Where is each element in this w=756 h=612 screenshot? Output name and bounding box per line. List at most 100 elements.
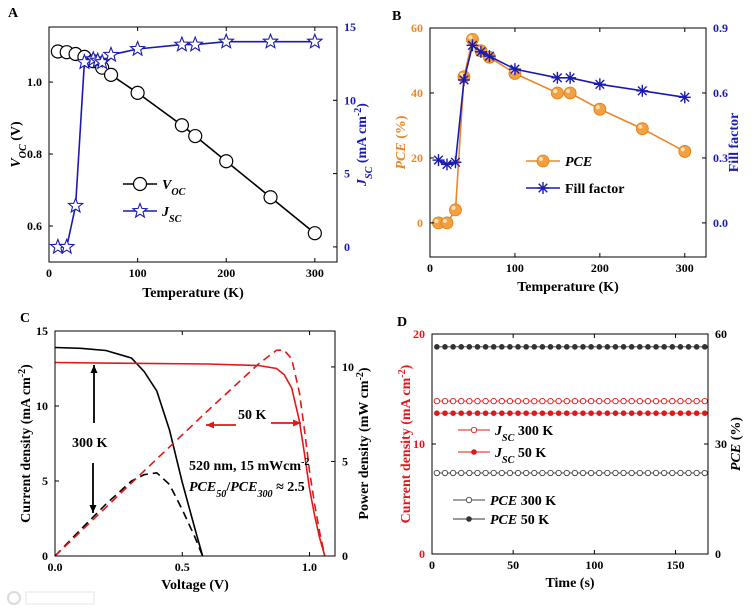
asterisk-marker: [551, 71, 564, 84]
y-right-tick-label: 15: [344, 20, 356, 34]
circle-small-filled-marker: [620, 344, 627, 350]
y-right-axis-title-part: ): [357, 367, 372, 372]
legend-label-part: SC: [502, 433, 515, 444]
circle-small-filled-marker: [580, 410, 586, 417]
star-open-marker: [102, 45, 120, 63]
legend-label-part: V: [162, 178, 173, 193]
circle-small-filled-marker: [701, 410, 708, 417]
circle-small-filled-marker: [661, 344, 667, 350]
y-right-axis-title-part: SC: [364, 166, 375, 179]
legend-entry: JSC 300 K: [458, 424, 553, 444]
circle-small-open-marker: [482, 469, 489, 477]
series-line: [438, 43, 685, 166]
circle-small-filled-marker: [555, 344, 562, 350]
x-tick-label: 0: [46, 266, 52, 280]
y-right-axis-title: PCE (%): [729, 417, 744, 471]
legend-label: JSC 300 K: [494, 424, 553, 444]
legend-entry: Fill factor: [526, 182, 624, 197]
y-left-tick-label: 10: [413, 437, 425, 451]
circle-small-open-marker: [677, 397, 684, 405]
sphere-body: [449, 203, 462, 217]
circle-small-open-marker: [701, 469, 708, 477]
annotation-pce-ratio-part: 50: [216, 489, 226, 500]
x-tick-label: 300: [306, 266, 324, 280]
y-right-axis-title-part: Fill factor: [727, 113, 742, 172]
circle-small-open-marker: [555, 397, 562, 405]
panel-label: D: [397, 315, 407, 330]
annotation-pce-ratio-part: PCE: [189, 480, 216, 495]
annotation-label-50k-part: 50 K: [238, 408, 267, 423]
legend-label-part: PCE: [490, 513, 517, 528]
circle-small-open-marker: [644, 469, 652, 477]
x-axis-title: Temperature (K): [142, 286, 244, 301]
legend: PCE Fill factor: [526, 154, 624, 197]
circle-small-open-marker: [523, 469, 530, 477]
series-line: [54, 349, 326, 557]
y-left-axis-title: Current density (mA cm-2): [17, 364, 35, 523]
y-left-axis-title: VOC (V): [9, 121, 29, 168]
y-left-tick-label: 15: [36, 324, 48, 338]
panel-b: B 0 100 200 300 0 20 40 60 0.0 0.3 0.6 0.9 Temperatur…: [392, 9, 742, 295]
circle-small-open-marker: [466, 397, 473, 405]
circle-small-open-marker: [482, 397, 489, 405]
circle-small-filled-marker: [507, 344, 513, 350]
circle-small-open-marker: [620, 397, 627, 405]
circle-small-open-marker: [652, 469, 660, 477]
asterisk-marker: [457, 73, 470, 86]
circle-small-open-marker: [498, 469, 505, 477]
circle-small-filled-marker: [653, 410, 659, 417]
circle-small-filled-marker: [547, 410, 554, 417]
plot-frame: [48, 26, 338, 263]
asterisk-marker: [593, 78, 606, 91]
circle-small-open-marker: [612, 469, 619, 477]
series-fill-factor: [432, 39, 691, 171]
arrow-head: [89, 505, 97, 513]
circle-small-open-marker: [466, 469, 473, 477]
annotation-pce-ratio-part: PCE: [230, 480, 257, 495]
annotation-illumination-part: -2: [301, 457, 309, 468]
circle-small-open-marker: [587, 397, 595, 405]
y-left-axis-title-part: (V): [9, 121, 24, 144]
asterisk-arm: [459, 75, 469, 85]
circle-small-filled-marker: [507, 410, 513, 417]
asterisk-arm: [484, 51, 495, 61]
star-open-marker: [58, 237, 76, 255]
circle-small-filled-marker: [490, 410, 497, 417]
x-tick-label: 200: [217, 266, 235, 280]
circle-open-marker: [174, 118, 190, 133]
star-open-marker: [261, 32, 280, 49]
circle-open-marker: [219, 154, 234, 169]
y-left-tick-label: 0.6: [27, 219, 42, 233]
sphere-highlight: [442, 218, 447, 223]
circle-small-open-marker: [514, 397, 522, 405]
y-right-axis-title-part: -2: [353, 108, 364, 116]
circle-small-open-marker: [661, 397, 668, 405]
circle-small-open-marker: [571, 469, 579, 477]
circle-small-open-marker: [669, 397, 676, 405]
circle-small-open-marker: [563, 469, 570, 477]
sphere-body: [635, 122, 649, 136]
circle-small-open-marker: [441, 397, 449, 405]
circle-small-open-marker: [531, 397, 538, 405]
circle-small-filled-marker: [637, 410, 643, 417]
circle-small-filled-marker: [450, 344, 456, 350]
circle-small-open-marker: [474, 397, 481, 405]
x-tick-label: 100: [506, 261, 524, 275]
asterisk-marker: [636, 84, 649, 97]
sphere-marker: [593, 102, 607, 116]
y-left-tick-label: 5: [42, 474, 48, 488]
series-line: [54, 361, 326, 557]
legend-entry: JSC 50 K: [458, 446, 546, 466]
y-right-tick-label: 0.3: [713, 151, 728, 165]
x-tick-label: 100: [585, 558, 603, 572]
asterisk-marker: [474, 45, 487, 58]
sphere-highlight: [680, 147, 685, 152]
y-right-tick-label: 0: [342, 549, 348, 563]
y-right-axis-title: Power density (mW cm-2): [355, 367, 373, 519]
circle-open-marker: [130, 85, 145, 100]
circle-small-filled-marker: [653, 344, 659, 350]
annotation-pce-ratio: PCE50/PCE300 ≈ 2.5: [189, 480, 305, 500]
circle-small-filled-marker: [563, 344, 570, 350]
arrow-left-50k: [206, 421, 236, 429]
asterisk-arm: [442, 159, 452, 170]
